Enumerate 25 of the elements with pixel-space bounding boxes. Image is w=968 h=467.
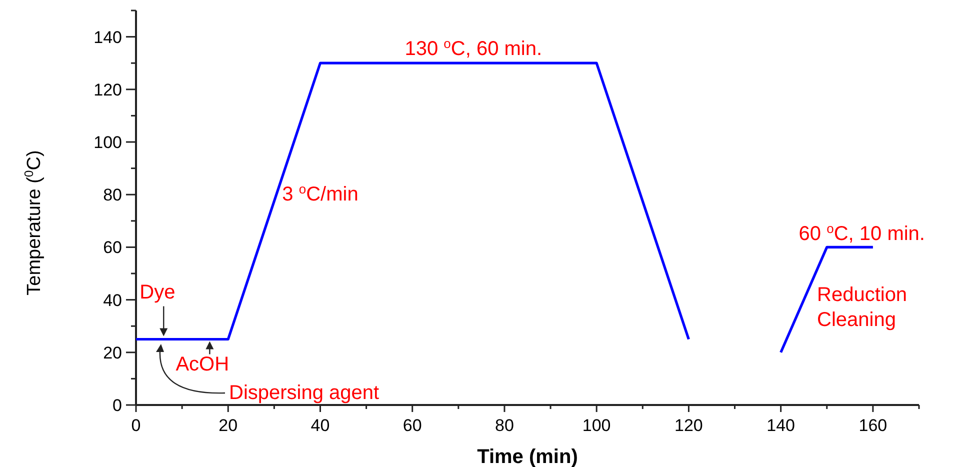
annotation: AcOH	[176, 353, 230, 376]
y-tick-label: 100	[94, 133, 122, 152]
x-tick-label: 100	[582, 416, 611, 435]
annotation: Reduction Cleaning	[817, 284, 908, 331]
x-tick-label: 140	[766, 416, 796, 435]
y-tick-label: 0	[112, 396, 122, 415]
x-tick-label: 0	[131, 416, 141, 435]
annotation: 60 $^{o}$C, 10 min.	[798, 220, 926, 246]
y-tick-label: 60	[103, 238, 122, 258]
y-tick-label: 40	[103, 290, 122, 310]
annotation: Dispersing agent	[229, 382, 380, 404]
y-tick-label: 140	[94, 28, 122, 47]
x-tick-label: 60	[402, 416, 422, 435]
x-axis-title: Time (min)	[477, 446, 578, 467]
y-tick-label: 20	[103, 343, 122, 362]
x-tick-label: 120	[674, 416, 703, 435]
annotation: 3 $^{o}$C/min	[282, 181, 358, 206]
x-tick-label: 160	[858, 416, 888, 435]
x-tick-label: 40	[310, 416, 330, 435]
x-tick-label: 80	[495, 416, 514, 435]
annotation: Dye	[140, 281, 176, 304]
annotation: 130 $^{o}$C, 60 min.	[404, 36, 542, 60]
x-tick-label: 20	[218, 416, 238, 435]
y-tick-label: 120	[94, 80, 122, 100]
y-tick-label: 80	[103, 186, 122, 205]
